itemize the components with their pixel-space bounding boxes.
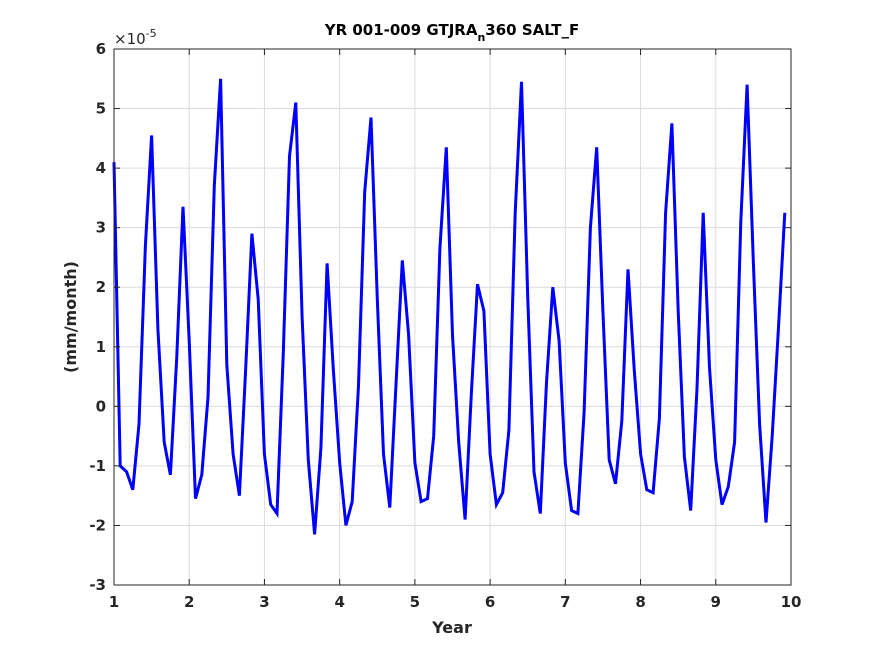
y-tick-label: 2	[96, 278, 106, 296]
y-tick-label: 3	[96, 219, 106, 237]
x-tick-label: 4	[334, 593, 344, 611]
y-axis-label: (mm/month)	[61, 261, 80, 373]
y-tick-label: -3	[89, 576, 106, 594]
series-layer	[112, 78, 787, 535]
x-tick-labels: 1 2 3 4 5 6 7 8 9 10	[109, 593, 802, 611]
x-tick-label: 5	[410, 593, 420, 611]
chart-title-rest: 360 SALT_F	[485, 21, 579, 39]
y-axis-exponent: ×10-5	[114, 27, 157, 48]
x-tick-label: 9	[711, 593, 721, 611]
y-tick-label: 1	[96, 338, 106, 356]
x-tick-label: 10	[781, 593, 802, 611]
x-axis-label: Year	[431, 618, 472, 637]
x-tick-label: 1	[109, 593, 119, 611]
y-tick-label: -1	[89, 457, 106, 475]
y-tick-label: 5	[96, 100, 106, 118]
chart-title: YR 001-009 GTJRAn360 SALT_F	[324, 21, 580, 44]
x-tick-label: 8	[635, 593, 645, 611]
plot-box	[113, 48, 792, 586]
ticks	[113, 48, 792, 586]
y-tick-label: -2	[89, 516, 106, 534]
series-line	[112, 78, 787, 535]
y-axis-exponent-power: -5	[146, 27, 157, 40]
x-tick-label: 7	[560, 593, 570, 611]
y-tick-label: 6	[96, 40, 106, 58]
x-tick-label: 3	[259, 593, 269, 611]
y-tick-labels: -3 -2 -1 0 1 2 3 4 5 6	[89, 40, 106, 594]
chart-title-main: YR 001-009 GTJRA	[324, 21, 478, 39]
y-tick-label: 4	[96, 159, 106, 177]
chart-title-subscript: n	[477, 31, 485, 44]
x-tick-label: 6	[485, 593, 495, 611]
x-tick-label: 2	[184, 593, 194, 611]
y-tick-label: 0	[96, 397, 106, 415]
y-axis-exponent-base: ×10	[114, 30, 146, 48]
